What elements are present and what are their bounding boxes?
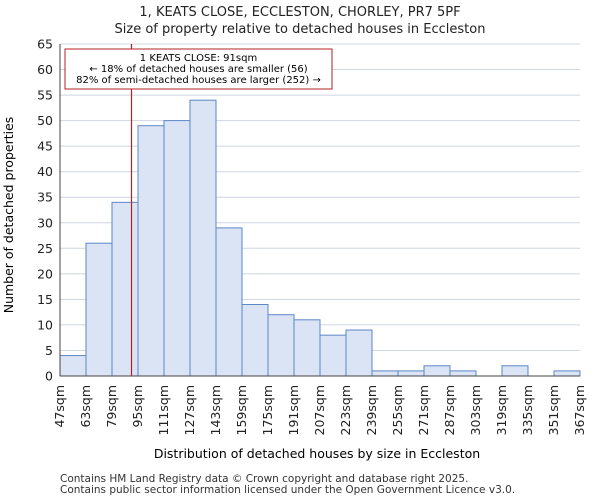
x-tick-label: 239sqm <box>364 385 379 435</box>
bars <box>59 99 581 377</box>
x-tick-label: 271sqm <box>416 385 431 435</box>
histogram-bar <box>553 370 581 377</box>
x-tick-label: 95sqm <box>130 385 145 428</box>
y-tick-label: 30 <box>37 215 53 230</box>
chart-title: 1, KEATS CLOSE, ECCLESTON, CHORLEY, PR7 … <box>139 5 461 20</box>
histogram-bar <box>319 334 347 377</box>
histogram-bar <box>449 370 477 377</box>
histogram-bar <box>215 227 243 377</box>
x-tick-label: 287sqm <box>442 385 457 435</box>
y-tick-label: 55 <box>37 88 53 103</box>
x-tick-label: 143sqm <box>208 385 223 435</box>
y-tick-label: 50 <box>37 113 53 128</box>
x-tick-label: 191sqm <box>286 385 301 435</box>
annotation-line-2: ← 18% of detached houses are smaller (56… <box>89 64 307 75</box>
annotation-line-3: 82% of semi-detached houses are larger (… <box>76 75 321 86</box>
histogram-bar <box>397 370 425 377</box>
histogram-bar <box>241 303 269 377</box>
annotation-rect <box>64 48 333 90</box>
histogram-bar <box>371 370 399 377</box>
x-tick-label: 127sqm <box>182 385 197 435</box>
x-tick-label: 223sqm <box>338 385 353 435</box>
histogram-bar <box>163 120 191 377</box>
y-tick-label: 5 <box>45 343 53 358</box>
x-tick-label: 335sqm <box>520 385 535 435</box>
x-tick-label: 175sqm <box>260 385 275 435</box>
y-tick-label: 35 <box>37 190 53 205</box>
x-tick-label: 351sqm <box>546 385 561 435</box>
y-tick-label: 0 <box>45 369 53 384</box>
x-tick-label: 207sqm <box>312 385 327 435</box>
footer-line-2: Contains public sector information licen… <box>60 484 516 496</box>
histogram-bar <box>85 242 113 377</box>
histogram-bar <box>501 365 529 377</box>
axes <box>59 44 580 377</box>
x-tick-label: 367sqm <box>572 385 587 435</box>
y-tick-labels: 0 5 10 15 20 25 30 35 40 45 50 55 60 65 <box>37 37 53 384</box>
x-tick-label: 159sqm <box>234 385 249 435</box>
histogram-bar <box>345 329 373 377</box>
footer-line-1: Contains HM Land Registry data © Crown c… <box>60 473 469 485</box>
y-tick-label: 15 <box>37 292 53 307</box>
x-tick-label: 303sqm <box>468 385 483 435</box>
y-tick-label: 40 <box>37 164 53 179</box>
x-tick-label: 47sqm <box>52 385 67 428</box>
x-tick-label: 79sqm <box>104 385 119 428</box>
histogram-bar <box>423 365 451 377</box>
annotation-box: 1 KEATS CLOSE: 91sqm ← 18% of detached h… <box>64 48 333 90</box>
histogram-bar <box>189 99 217 377</box>
x-tick-label: 111sqm <box>156 385 171 435</box>
y-tick-label: 65 <box>37 37 53 52</box>
y-axis-label: Number of detached properties <box>1 117 16 314</box>
histogram-bar <box>111 201 139 377</box>
annotation-line-1: 1 KEATS CLOSE: 91sqm <box>140 53 257 64</box>
x-tick-label: 63sqm <box>78 385 93 428</box>
y-tick-label: 25 <box>37 241 53 256</box>
y-tick-label: 20 <box>37 266 53 281</box>
histogram-bar <box>267 314 295 377</box>
chart-subtitle: Size of property relative to detached ho… <box>114 22 486 37</box>
y-tick-label: 45 <box>37 139 53 154</box>
y-tick-label: 60 <box>37 62 53 77</box>
x-axis-label: Distribution of detached houses by size … <box>154 446 480 461</box>
histogram-bar <box>293 319 321 377</box>
x-tick-labels: 47sqm 63sqm 79sqm 95sqm 111sqm 127sqm 143sqm 15… <box>52 385 587 435</box>
x-tick-label: 255sqm <box>390 385 405 435</box>
histogram-bar <box>59 355 87 377</box>
x-tick-label: 319sqm <box>494 385 509 435</box>
y-tick-label: 10 <box>37 317 53 332</box>
histogram-bar <box>137 125 165 377</box>
